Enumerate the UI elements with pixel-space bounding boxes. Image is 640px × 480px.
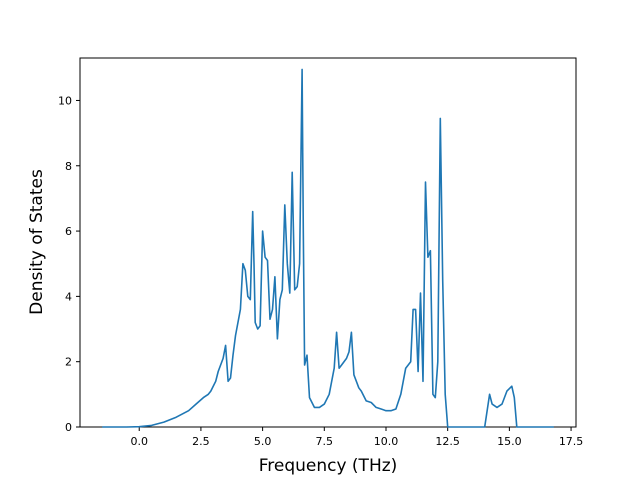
plot-area (79, 57, 577, 428)
x-axis-ticks: 0.0 2.5 5.0 7.5 10.0 12.5 15.0 17.5 (130, 427, 583, 448)
x-axis-label: Frequency (THz) (259, 456, 398, 476)
dos-line (102, 68, 554, 428)
series-layer (102, 68, 554, 428)
y-tick-label: 4 (65, 290, 72, 303)
x-tick-label: 17.5 (559, 435, 584, 448)
y-axis-label: Density of States (27, 169, 47, 315)
y-tick-label: 6 (65, 225, 72, 238)
x-tick-label: 0.0 (130, 435, 148, 448)
x-tick-label: 10.0 (374, 435, 399, 448)
x-tick-label: 2.5 (192, 435, 210, 448)
x-tick-label: 15.0 (497, 435, 522, 448)
x-tick-label: 12.5 (435, 435, 460, 448)
x-tick-label: 7.5 (316, 435, 334, 448)
y-tick-label: 8 (65, 160, 72, 173)
y-tick-label: 2 (65, 356, 72, 369)
y-tick-label: 10 (58, 94, 72, 107)
x-tick-label: 5.0 (254, 435, 272, 448)
y-tick-label: 0 (65, 421, 72, 434)
y-axis-ticks: 0 2 4 6 8 10 (58, 94, 80, 434)
